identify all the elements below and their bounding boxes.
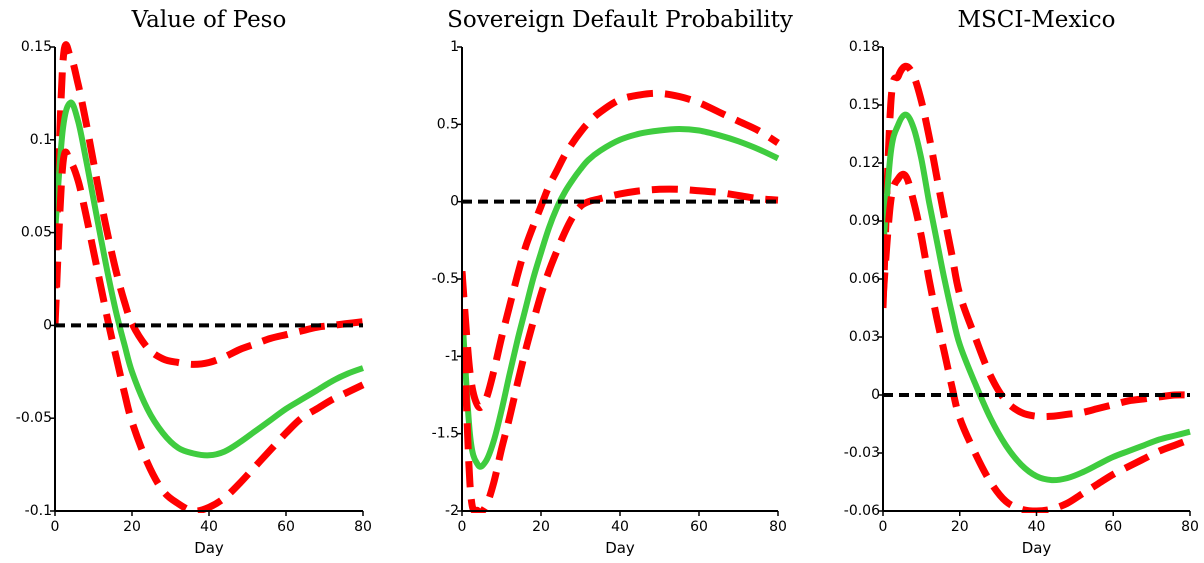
estimate-line (462, 126, 780, 470)
chart-panel-2: Sovereign Default Probability 1 0.5 0 -0.5 -1… (432, 7, 793, 557)
y-tick-label: -1.5 (432, 426, 459, 442)
x-tick-label: 0 (51, 519, 60, 535)
x-tick-label: 60 (690, 519, 708, 535)
y-tick-label: 0.09 (849, 213, 880, 229)
y-tick-label: 0.1 (30, 132, 52, 148)
x-tick-label: 40 (1028, 519, 1046, 535)
x-axis-label: Day (605, 539, 635, 557)
y-tick-label: 0.5 (437, 116, 459, 132)
y-tick-label: 0.05 (21, 225, 52, 241)
x-tick-label: 60 (1104, 519, 1122, 535)
x-tick-label: 80 (769, 519, 787, 535)
y-tick-label: 0.06 (849, 271, 880, 287)
y-tick-label: -1 (445, 348, 459, 364)
x-tick-label: 40 (200, 519, 218, 535)
chart-panel-3: MSCI-Mexico0.180.150.120.090.060.030-0.0… (844, 7, 1199, 557)
x-tick-label: 60 (277, 519, 295, 535)
lower-band-line (55, 148, 365, 513)
y-tick-label: -0.05 (16, 410, 52, 426)
y-tick-label: 0.03 (849, 329, 880, 345)
y-tick-label: 0 (450, 194, 459, 210)
x-axis-label: Day (194, 539, 224, 557)
lower-band-line (462, 185, 779, 513)
upper-band-line (462, 89, 780, 412)
x-axis-label: Day (1022, 539, 1052, 557)
upper-band-line (883, 62, 1191, 421)
x-tick-label: 0 (458, 519, 467, 535)
x-tick-label: 20 (951, 519, 969, 535)
lower-band-line (883, 170, 1192, 513)
y-tick-label: 0 (871, 387, 880, 403)
x-tick-label: 40 (611, 519, 629, 535)
y-tick-label: 0.15 (849, 97, 880, 113)
chart-title: MSCI-Mexico (958, 7, 1116, 33)
y-tick-label: 1 (450, 39, 459, 55)
y-tick-label: 0.15 (21, 39, 52, 55)
chart-title: Value of Peso (131, 7, 287, 33)
x-tick-label: 80 (1181, 519, 1199, 535)
y-tick-label: -2 (445, 503, 459, 519)
estimate-line (883, 111, 1191, 484)
y-tick-label: -0.06 (844, 503, 880, 519)
upper-band-line (55, 41, 364, 368)
x-tick-label: 20 (532, 519, 550, 535)
y-tick-label: -0.5 (432, 271, 459, 287)
x-tick-label: 20 (123, 519, 141, 535)
y-tick-label: 0 (43, 317, 52, 333)
chart-title: Sovereign Default Probability (447, 7, 793, 33)
y-tick-label: -0.03 (844, 445, 880, 461)
y-tick-label: 0.18 (849, 39, 880, 55)
estimate-line (55, 99, 364, 459)
x-tick-label: 80 (354, 519, 372, 535)
x-tick-label: 0 (879, 519, 888, 535)
y-tick-label: -0.1 (25, 503, 52, 519)
y-tick-label: 0.12 (849, 155, 880, 171)
